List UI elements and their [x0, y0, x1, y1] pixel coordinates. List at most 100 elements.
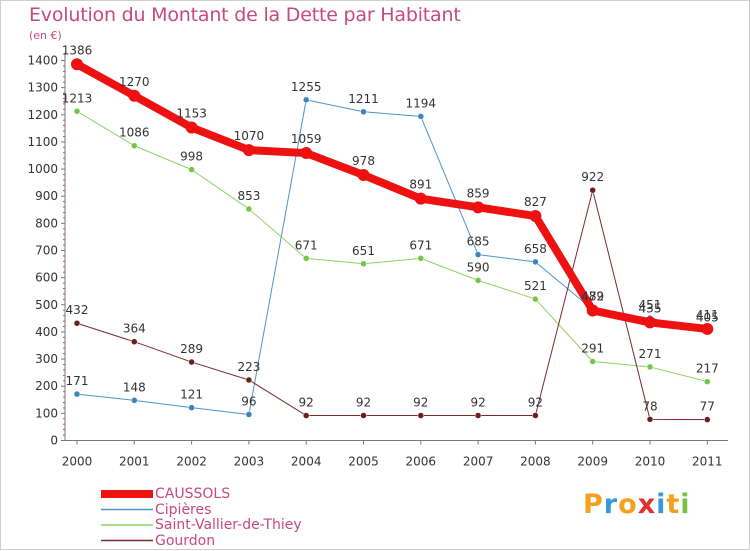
data-label: 1211: [348, 92, 379, 106]
data-label: 171: [66, 374, 89, 388]
data-label: 859: [467, 186, 490, 200]
logo-letter: o: [618, 489, 638, 520]
data-point: [73, 390, 81, 398]
data-point: [131, 397, 138, 404]
legend-label: Saint-Vallier-de-Thiey: [155, 517, 302, 533]
legend-label: Cipières: [155, 501, 212, 518]
x-tick-label: 2005: [348, 455, 379, 469]
data-label: 998: [180, 150, 203, 164]
data-point: [245, 205, 253, 213]
logo-letter: i: [680, 489, 691, 520]
data-label: 651: [352, 244, 375, 258]
data-point: [532, 412, 539, 419]
data-label: 92: [528, 396, 543, 410]
x-tick-label: 2002: [176, 455, 207, 469]
data-label: 92: [356, 396, 371, 410]
x-tick-label: 2006: [406, 455, 437, 469]
x-tick-label: 2010: [635, 455, 666, 469]
data-label: 78: [642, 399, 657, 413]
data-label: 405: [696, 311, 719, 325]
data-point: [646, 363, 654, 371]
data-label: 432: [66, 303, 89, 317]
data-label: 1255: [291, 80, 322, 94]
data-point: [185, 121, 198, 134]
data-point: [73, 319, 81, 327]
data-point: [302, 96, 310, 104]
data-label: 671: [295, 238, 318, 252]
data-label: 411: [696, 308, 719, 322]
data-label: 217: [696, 362, 719, 376]
x-tick-label: 2000: [62, 455, 93, 469]
y-tick-label: 100: [35, 406, 58, 420]
proxiti-logo: Proxiti: [583, 489, 691, 520]
data-point: [701, 322, 714, 335]
data-label: 451: [639, 298, 662, 312]
data-label: 121: [180, 388, 203, 402]
chart-title: Evolution du Montant de la Dette par Hab…: [29, 4, 461, 26]
data-label: 658: [524, 242, 547, 256]
y-tick-label: 300: [35, 352, 58, 366]
data-label: 1213: [62, 91, 93, 105]
data-label: 92: [470, 396, 485, 410]
data-label: 922: [581, 170, 604, 184]
y-tick-label: 1000: [27, 162, 58, 176]
data-label: 1070: [234, 129, 265, 143]
data-point: [360, 108, 367, 116]
data-point: [532, 258, 539, 266]
x-tick-label: 2003: [234, 455, 265, 469]
data-label: 1153: [176, 107, 207, 121]
legend-label: Gourdon: [155, 532, 216, 549]
data-label: 891: [409, 178, 432, 192]
y-tick-label: 200: [35, 379, 58, 393]
data-point: [646, 416, 654, 423]
data-label: 92: [299, 396, 314, 410]
data-point: [128, 89, 141, 102]
data-point: [131, 142, 138, 149]
data-point: [474, 412, 482, 419]
data-point: [73, 108, 81, 115]
x-tick-label: 2008: [520, 455, 551, 469]
data-label: 479: [581, 289, 604, 303]
data-point: [71, 58, 83, 71]
data-point: [417, 255, 425, 262]
data-label: 271: [639, 347, 662, 361]
data-label: 671: [409, 238, 432, 252]
data-label: 96: [241, 394, 256, 408]
data-point: [589, 358, 596, 365]
data-point: [472, 201, 485, 214]
x-tick-label: 2004: [291, 455, 322, 469]
x-tick-label: 2007: [463, 455, 494, 469]
data-point: [417, 412, 425, 419]
y-tick-label: 1400: [27, 54, 58, 68]
y-tick-label: 700: [35, 244, 58, 258]
data-label: 1194: [406, 96, 437, 110]
data-point: [644, 316, 656, 329]
data-point: [245, 411, 253, 418]
data-label: 1086: [119, 126, 150, 140]
data-label: 685: [467, 235, 490, 249]
series-line-cipi-res: [76, 99, 708, 415]
data-label: 364: [123, 322, 146, 336]
data-label: 92: [413, 396, 428, 410]
data-label: 435: [639, 301, 662, 315]
data-point: [704, 416, 711, 423]
data-label: 77: [700, 400, 715, 414]
data-point: [188, 358, 195, 366]
data-point: [589, 186, 596, 194]
data-point: [586, 304, 599, 317]
logo-letter: t: [666, 489, 681, 520]
data-label: 1386: [62, 43, 93, 57]
data-point: [532, 295, 539, 303]
data-label: 827: [524, 195, 547, 209]
y-tick-label: 500: [35, 298, 58, 312]
data-point: [357, 169, 370, 182]
y-tick-label: 0: [50, 434, 58, 448]
data-point: [529, 210, 542, 223]
data-label: 590: [467, 260, 490, 274]
data-point: [188, 166, 195, 173]
logo-letter: r: [603, 489, 619, 520]
y-axis-unit: (en €): [29, 29, 62, 42]
data-point: [474, 277, 482, 284]
